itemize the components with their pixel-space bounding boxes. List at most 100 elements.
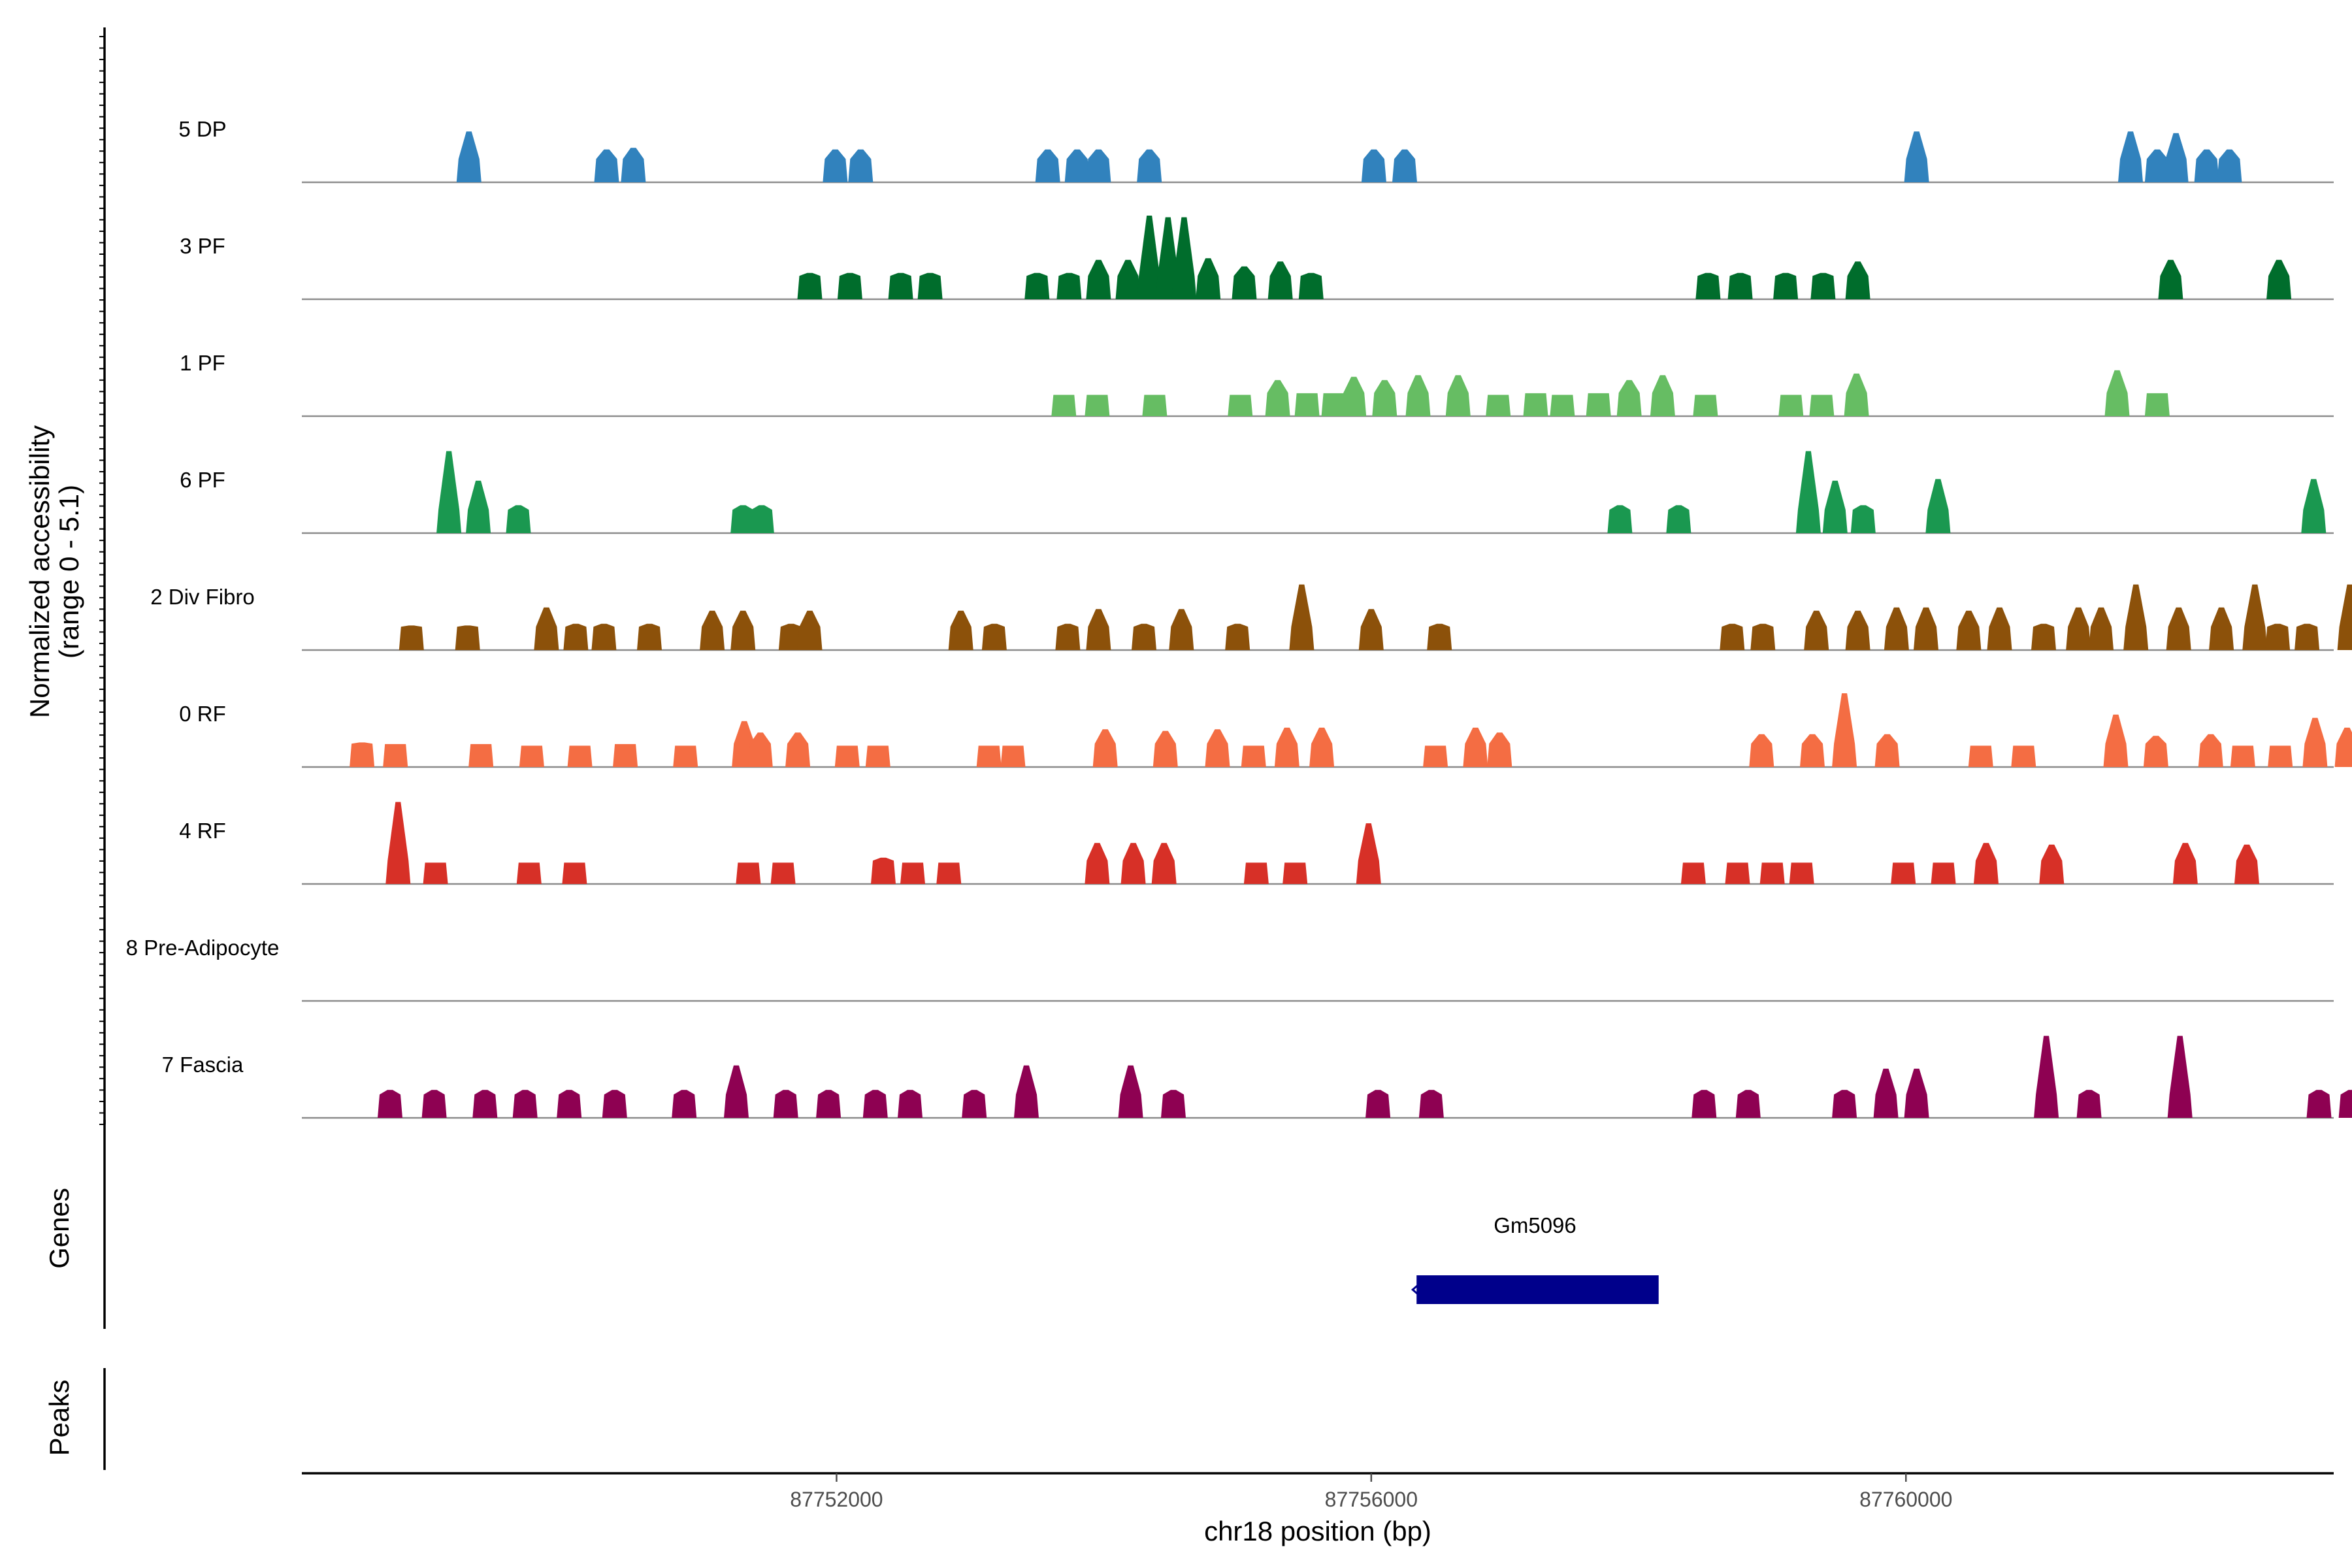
- y-axis: [99, 27, 106, 1125]
- coverage-peak: [1650, 375, 1675, 416]
- tracks-group: 5 DP 3 PF 1 PF 6 PF 2 Div Fibro 0 RF 4 RF 8 Pre…: [126, 117, 2352, 1119]
- coverage-peak: [1486, 395, 1511, 416]
- coverage-peak: [1607, 505, 1633, 533]
- coverage-peak: [2166, 607, 2191, 650]
- coverage-peak: [1055, 623, 1081, 650]
- coverage-peak: [1085, 395, 1110, 416]
- coverage-peak: [1035, 149, 1060, 182]
- coverage-peak: [456, 131, 482, 182]
- coverage-peak: [1024, 272, 1050, 299]
- y-axis-title-line1: Normalized accessibility: [24, 425, 55, 718]
- coverage-peak: [1265, 380, 1290, 416]
- gene-body: [1416, 1275, 1659, 1304]
- coverage-peak: [724, 1065, 749, 1118]
- coverage-peak: [2103, 714, 2129, 767]
- coverage-peak: [700, 610, 725, 650]
- coverage-peak: [1693, 395, 1718, 416]
- coverage-peak: [602, 1090, 627, 1118]
- track-5-dp: 5 DP: [178, 117, 2334, 184]
- track-label: 0 RF: [179, 702, 226, 726]
- coverage-peak: [1810, 272, 1836, 299]
- genes-panel-title: Genes: [44, 1188, 74, 1269]
- coverage-peak: [1874, 734, 1900, 767]
- coverage-peak: [1956, 610, 1982, 650]
- coverage-peak: [816, 1090, 841, 1118]
- coverage-peak: [2066, 607, 2091, 650]
- coverage-peak: [567, 745, 593, 767]
- coverage-peak: [898, 1090, 923, 1118]
- coverage-peak: [736, 862, 761, 884]
- coverage-peak: [2144, 393, 2170, 416]
- coverage-peak: [962, 1090, 987, 1118]
- coverage-peak: [2123, 584, 2149, 650]
- track-0-rf: 0 RF: [179, 693, 2352, 768]
- coverage-peak: [1243, 862, 1269, 884]
- track-label: 7 Fascia: [162, 1053, 244, 1077]
- track-7-fascia: 7 Fascia: [162, 1036, 2352, 1119]
- track-8-pre-adipocyte: 8 Pre-Adipocyte: [126, 936, 2334, 1002]
- coverage-peak: [2306, 1090, 2332, 1118]
- peaks-panel-title: Peaks: [44, 1380, 74, 1456]
- coverage-peak: [436, 451, 462, 533]
- coverage-peak: [1822, 480, 1848, 533]
- coverage-peak: [785, 732, 811, 767]
- coverage-peak: [1151, 843, 1177, 884]
- coverage-peak: [1225, 623, 1250, 650]
- coverage-peak: [1725, 862, 1750, 884]
- track-label: 2 Div Fibro: [150, 585, 255, 609]
- coverage-peak: [1832, 693, 1857, 767]
- coverage-peak: [1132, 623, 1156, 650]
- coverage-peak: [1925, 479, 1951, 533]
- coverage-peak: [1361, 149, 1386, 182]
- coverage-peak: [1274, 727, 1299, 767]
- coverage-peak: [2118, 131, 2143, 182]
- coverage-peak: [1137, 149, 1162, 182]
- coverage-peak: [563, 623, 589, 650]
- coverage-peak: [837, 272, 862, 299]
- coverage-peak: [423, 862, 448, 884]
- coverage-peak: [519, 745, 544, 767]
- coverage-peak: [506, 505, 531, 533]
- track-label: 5 DP: [178, 117, 226, 141]
- coverage-peak: [1298, 272, 1324, 299]
- coverage-peak: [2334, 727, 2352, 767]
- coverage-peak: [2089, 607, 2114, 650]
- coverage-peak: [421, 1090, 447, 1118]
- coverage-peak: [2167, 1036, 2193, 1118]
- coverage-peak: [1720, 623, 1745, 650]
- coverage-peak: [1085, 843, 1110, 884]
- coverage-peak: [1086, 149, 1111, 182]
- coverage-peak: [1804, 610, 1829, 650]
- coverage-peak: [1832, 1090, 1857, 1118]
- coverage-peak: [2143, 736, 2168, 767]
- coverage-peak: [1161, 1090, 1186, 1118]
- coverage-peak: [1695, 272, 1721, 299]
- coverage-peak: [1904, 131, 1929, 182]
- coverage-peak: [472, 1090, 498, 1118]
- coverage-peak: [1282, 862, 1308, 884]
- coverage-peak: [865, 745, 890, 767]
- x-tick-label: 87760000: [1859, 1488, 1952, 1511]
- track-4-rf: 4 RF: [179, 802, 2334, 885]
- coverage-peak: [1051, 395, 1077, 416]
- coverage-peak: [1666, 505, 1691, 533]
- coverage-peak: [2039, 844, 2065, 884]
- coverage-peak: [747, 732, 773, 767]
- coverage-peak: [1064, 149, 1090, 182]
- coverage-peak: [1365, 1090, 1391, 1118]
- coverage-peak: [1845, 610, 1870, 650]
- coverage-peak: [730, 505, 756, 533]
- coverage-peak: [1727, 272, 1753, 299]
- x-axis: 87752000 87756000 87760000: [302, 1472, 2334, 1511]
- coverage-peak: [2158, 259, 2183, 299]
- coverage-peak: [871, 857, 896, 884]
- coverage-peak: [1750, 623, 1776, 650]
- coverage-peak: [512, 1090, 538, 1118]
- coverage-peak: [1118, 1065, 1143, 1118]
- coverage-peak: [2011, 745, 2036, 767]
- coverage-peak: [673, 745, 698, 767]
- coverage-peak: [1914, 607, 1938, 650]
- coverage-peak: [1309, 727, 1335, 767]
- coverage-peak: [2217, 149, 2242, 182]
